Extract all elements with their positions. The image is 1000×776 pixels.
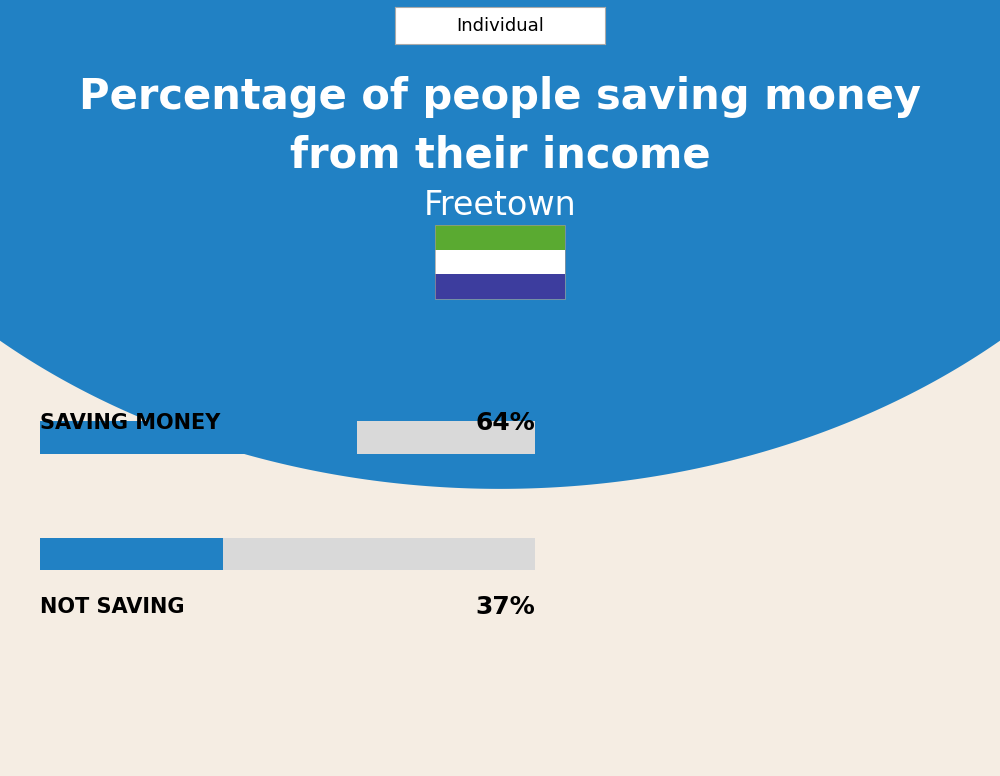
Polygon shape — [0, 0, 1000, 489]
Bar — [40, 538, 535, 570]
Bar — [435, 225, 565, 299]
Bar — [40, 538, 223, 570]
Bar — [435, 250, 565, 274]
Text: Percentage of people saving money: Percentage of people saving money — [79, 76, 921, 118]
Bar — [435, 274, 565, 299]
Text: from their income: from their income — [290, 134, 710, 176]
Bar — [40, 421, 535, 454]
Text: 37%: 37% — [475, 595, 535, 618]
Text: NOT SAVING: NOT SAVING — [40, 597, 184, 617]
Bar — [435, 225, 565, 250]
Text: Individual: Individual — [456, 16, 544, 35]
Text: Freetown: Freetown — [424, 189, 576, 222]
Text: 64%: 64% — [475, 411, 535, 435]
Text: SAVING MONEY: SAVING MONEY — [40, 413, 220, 433]
Bar — [40, 421, 357, 454]
